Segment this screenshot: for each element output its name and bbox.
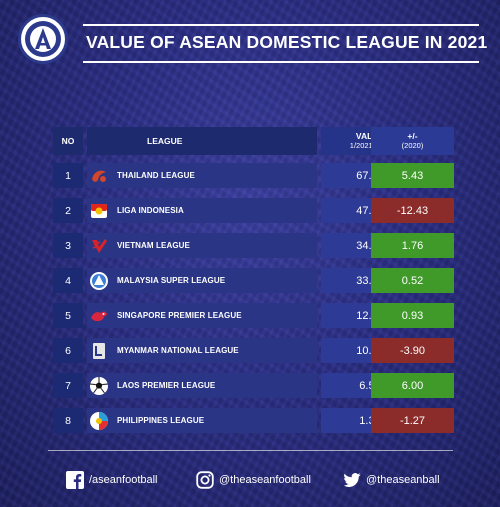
row-league-name: LAOS PREMIER LEAGUE <box>117 381 216 390</box>
table-row: 8 PHILIPPINES LEAGUE 1.33 -1.27 <box>53 408 454 433</box>
row-rank: 6 <box>53 338 83 363</box>
page-title: VALUE OF ASEAN DOMESTIC LEAGUE IN 2021 <box>86 32 488 52</box>
liga-indonesia-logo-icon <box>89 201 109 221</box>
row-league-name: PHILIPPINES LEAGUE <box>117 416 205 425</box>
facebook-link[interactable]: /aseanfootball <box>66 471 158 489</box>
facebook-icon <box>66 471 84 489</box>
malaysia-super-league-logo-icon <box>89 271 109 291</box>
table-row: 4 MALAYSIA SUPER LEAGUE 33.32 0.52 <box>53 268 454 293</box>
row-league: THAILAND LEAGUE <box>87 163 317 188</box>
facebook-handle: /aseanfootball <box>89 474 158 486</box>
header-value-title: VALUE <box>355 131 385 141</box>
header-value-unit: 1/2021 (m€) <box>349 141 391 150</box>
table-row: 7 LAOS PREMIER LEAGUE 6.58 6.00 <box>53 373 454 398</box>
row-change: 0.52 <box>371 268 454 293</box>
instagram-icon <box>196 471 214 489</box>
row-league-name: VIETNAM LEAGUE <box>117 241 190 250</box>
row-league-name: SINGAPORE PREMIER LEAGUE <box>117 311 242 320</box>
title-bottom-rule <box>83 61 479 63</box>
row-change: 6.00 <box>371 373 454 398</box>
row-league-name: MALAYSIA SUPER LEAGUE <box>117 276 226 285</box>
singapore-premier-league-logo-icon <box>89 306 109 326</box>
row-league-name: MYANMAR NATIONAL LEAGUE <box>117 346 239 355</box>
header-league: LEAGUE <box>87 127 317 155</box>
row-change: -1.27 <box>371 408 454 433</box>
league-value-table: NO LEAGUE VALUE 1/2021 (m€) +/- (2020) 1… <box>53 127 454 433</box>
row-league-name: LIGA INDONESIA <box>117 206 184 215</box>
myanmar-national-league-logo-icon <box>89 341 109 361</box>
row-change: -12.43 <box>371 198 454 223</box>
thai-league-logo-icon <box>89 166 109 186</box>
row-change: 0.93 <box>371 303 454 328</box>
table-row: 3 VIETNAM LEAGUE 34.66 1.76 <box>53 233 454 258</box>
row-league: VIETNAM LEAGUE <box>87 233 317 258</box>
row-league: SINGAPORE PREMIER LEAGUE <box>87 303 317 328</box>
header-change: +/- (2020) <box>371 127 454 155</box>
asean-football-crest-icon <box>18 14 68 64</box>
row-rank: 2 <box>53 198 83 223</box>
philippines-league-logo-icon <box>89 411 109 431</box>
twitter-handle: @theaseanball <box>366 474 440 486</box>
table-header: NO LEAGUE VALUE 1/2021 (m€) +/- (2020) <box>53 127 454 155</box>
instagram-handle: @theaseanfootball <box>219 474 311 486</box>
twitter-icon <box>343 471 361 489</box>
table-row: 5 SINGAPORE PREMIER LEAGUE 12.01 0.93 <box>53 303 454 328</box>
title-top-rule <box>83 24 479 26</box>
row-league: PHILIPPINES LEAGUE <box>87 408 317 433</box>
row-change: 1.76 <box>371 233 454 258</box>
row-league: MYANMAR NATIONAL LEAGUE <box>87 338 317 363</box>
header-no: NO <box>53 127 83 155</box>
row-league: MALAYSIA SUPER LEAGUE <box>87 268 317 293</box>
soccer-ball-icon <box>89 376 109 396</box>
row-league-name: THAILAND LEAGUE <box>117 171 195 180</box>
row-change: 5.43 <box>371 163 454 188</box>
table-row: 2 LIGA INDONESIA 47.80 -12.43 <box>53 198 454 223</box>
table-row: 1 THAILAND LEAGUE 67.33 5.43 <box>53 163 454 188</box>
table-row: 6 MYANMAR NATIONAL LEAGUE 10.50 -3.90 <box>53 338 454 363</box>
row-rank: 7 <box>53 373 83 398</box>
row-rank: 4 <box>53 268 83 293</box>
header-change-title: +/- <box>407 131 418 141</box>
v-league-logo-icon <box>89 236 109 256</box>
row-rank: 1 <box>53 163 83 188</box>
footer-rule <box>48 450 453 451</box>
row-rank: 3 <box>53 233 83 258</box>
row-league: LAOS PREMIER LEAGUE <box>87 373 317 398</box>
row-league: LIGA INDONESIA <box>87 198 317 223</box>
header-change-year: (2020) <box>401 141 424 150</box>
row-rank: 8 <box>53 408 83 433</box>
instagram-link[interactable]: @theaseanfootball <box>196 471 311 489</box>
twitter-link[interactable]: @theaseanball <box>343 471 440 489</box>
row-rank: 5 <box>53 303 83 328</box>
row-change: -3.90 <box>371 338 454 363</box>
